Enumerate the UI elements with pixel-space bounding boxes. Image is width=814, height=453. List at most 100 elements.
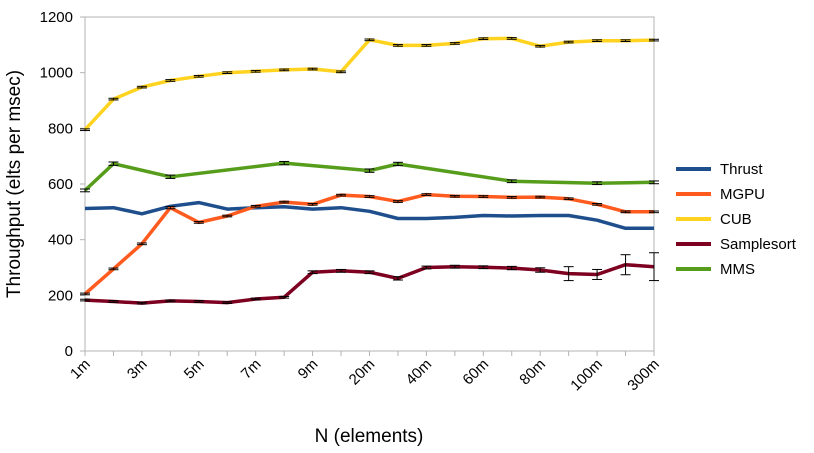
legend-label: CUB (720, 211, 752, 228)
error-bar-samplesort (449, 264, 460, 269)
error-bar-mgpu (336, 193, 347, 197)
error-bar-samplesort (279, 295, 290, 299)
error-bar-cub (165, 79, 176, 82)
error-bar-samplesort (136, 301, 147, 305)
error-bar-cub (449, 42, 460, 45)
error-bar-samplesort (506, 265, 517, 271)
error-bar-cub (307, 67, 318, 71)
error-bar-cub (478, 37, 489, 41)
error-bar-samplesort (193, 300, 204, 303)
legend-item-mms: MMS (676, 261, 755, 278)
error-bar-mgpu (449, 194, 460, 198)
x-tick-label: 5m (181, 356, 208, 383)
error-bar-mgpu (136, 242, 147, 246)
error-bar-samplesort (250, 297, 261, 301)
x-axis: 1m 3m 5m 7m 9m 20m 40m 60m 80m 100m 300m (67, 351, 663, 394)
x-tick-label: 80m (516, 356, 549, 389)
error-bar-cub (250, 69, 261, 73)
error-bar-cub (136, 85, 147, 89)
error-bar-mms (165, 174, 176, 179)
y-tick-label: 1200 (40, 9, 73, 26)
error-bar-samplesort (165, 299, 176, 303)
error-bar-mgpu (592, 202, 603, 206)
error-bar-mgpu (165, 206, 176, 210)
error-bar-samplesort (649, 252, 659, 282)
error-bar-mgpu (649, 210, 659, 214)
error-bar-samplesort (108, 300, 119, 303)
error-bars (80, 37, 659, 305)
error-bar-cub (108, 97, 119, 101)
y-axis-title: Throughput (elts per msec) (4, 70, 25, 298)
error-bar-mgpu (80, 292, 90, 296)
error-bar-mgpu (478, 195, 489, 198)
error-bar-samplesort (80, 298, 90, 302)
error-bar-samplesort (336, 268, 347, 273)
error-bar-mgpu (392, 200, 403, 203)
error-bar-mgpu (563, 197, 574, 201)
error-bar-mgpu (108, 267, 119, 271)
error-bar-mms (364, 168, 375, 173)
legend: Thrust MGPU CUB Samplesort MMS (676, 161, 797, 278)
legend-item-cub: CUB (676, 211, 752, 228)
error-bar-mms (592, 181, 603, 186)
legend-item-thrust: Thrust (676, 161, 763, 178)
x-tick-label: 9m (295, 356, 322, 383)
y-tick-label: 800 (48, 120, 73, 137)
error-bar-samplesort (620, 254, 631, 276)
legend-item-samplesort: Samplesort (676, 236, 797, 253)
error-bar-cub (592, 39, 603, 42)
error-bar-mgpu (620, 210, 631, 214)
error-bar-mms (80, 188, 90, 193)
y-tick-label: 400 (48, 232, 73, 249)
error-bar-samplesort (364, 270, 375, 275)
legend-item-mgpu: MGPU (676, 186, 765, 203)
error-bar-cub (193, 74, 204, 78)
x-tick-label: 3m (124, 356, 151, 383)
y-axis: 0 200 400 600 800 1000 1200 (40, 9, 85, 360)
error-bar-samplesort (592, 268, 603, 280)
error-bar-cub (535, 44, 546, 48)
error-bar-mms (392, 161, 403, 167)
x-tick-label: 40m (403, 356, 436, 389)
error-bar-mgpu (364, 195, 375, 198)
x-tick-label: 20m (346, 356, 379, 389)
error-bar-cub (649, 38, 659, 42)
error-bar-mgpu (535, 195, 546, 199)
error-bar-samplesort (307, 270, 318, 275)
series-line-thrust (84, 200, 654, 231)
series-line-cub (83, 36, 655, 131)
error-bar-cub (279, 68, 290, 72)
error-bar-samplesort (478, 265, 489, 270)
error-bar-cub (620, 39, 631, 42)
error-bar-cub (392, 44, 403, 47)
y-tick-label: 0 (65, 343, 73, 360)
error-bar-mgpu (193, 221, 204, 224)
x-axis-title: N (elements) (315, 426, 424, 447)
error-bar-mgpu (222, 214, 233, 218)
legend-label: MGPU (720, 186, 765, 203)
error-bar-mgpu (421, 193, 432, 196)
legend-label: Thrust (720, 161, 763, 178)
error-bar-mgpu (279, 200, 290, 204)
error-bar-samplesort (563, 266, 574, 282)
legend-label: MMS (720, 261, 755, 278)
error-bar-cub (563, 40, 574, 44)
error-bar-cub (421, 44, 432, 47)
x-tick-label: 60m (459, 356, 492, 389)
error-bar-samplesort (222, 301, 233, 304)
error-bar-mms (279, 160, 290, 166)
error-bar-samplesort (421, 265, 432, 270)
x-tick-label: 100m (567, 356, 606, 395)
error-bar-mgpu (250, 204, 261, 208)
error-bar-mgpu (506, 196, 517, 199)
error-bar-cub (364, 38, 375, 42)
x-tick-label: 7m (238, 356, 265, 383)
error-bar-cub (336, 70, 347, 74)
error-bar-samplesort (392, 276, 403, 281)
error-bar-cub (80, 128, 90, 132)
error-bar-mms (649, 180, 659, 185)
error-bar-mms (108, 161, 119, 166)
error-bar-mms (506, 179, 517, 184)
y-tick-label: 200 (48, 287, 73, 304)
